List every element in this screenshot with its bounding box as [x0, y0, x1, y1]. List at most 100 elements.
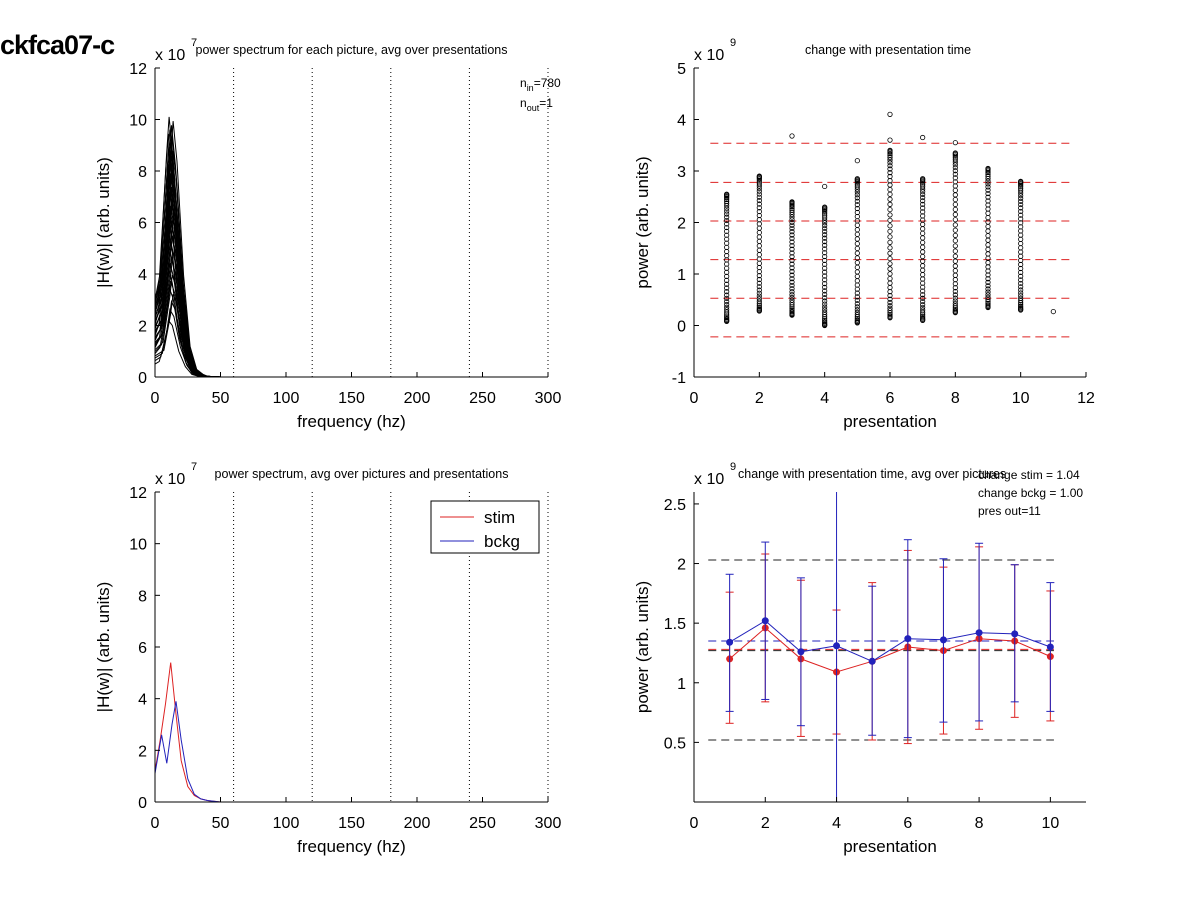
- spectrum-curve: [154, 225, 548, 378]
- data-point: [887, 212, 893, 218]
- data-point: [985, 237, 991, 243]
- data-point: [887, 228, 893, 234]
- outlier-point: [789, 133, 795, 139]
- data-point: [952, 157, 958, 163]
- data-point: [756, 208, 762, 215]
- data-point: [985, 194, 991, 200]
- data-point: [789, 307, 795, 314]
- data-point: [854, 269, 860, 275]
- spectrum-curve: [154, 201, 548, 378]
- data-point: [952, 164, 958, 171]
- data-point: [789, 300, 795, 306]
- data-point: [756, 188, 762, 194]
- data-point: [920, 304, 926, 311]
- data-point: [854, 227, 860, 233]
- data-point: [756, 225, 762, 231]
- data-point: [1050, 308, 1056, 315]
- data-point: [822, 204, 828, 210]
- data-point: [952, 268, 958, 274]
- data-point: [822, 277, 828, 283]
- x-tick-label: 50: [212, 815, 230, 832]
- spectrum-curve: [154, 173, 548, 378]
- data-point: [985, 184, 991, 190]
- data-point: [1018, 205, 1024, 211]
- x-tick-label: 250: [469, 815, 496, 832]
- data-point: [952, 285, 958, 291]
- axis-exponent-power: 7: [191, 37, 197, 49]
- data-point: [887, 163, 893, 169]
- data-point: [985, 283, 991, 289]
- data-point: [854, 189, 860, 195]
- x-tick-label: 4: [832, 815, 841, 832]
- data-point: [756, 194, 762, 200]
- data-point: [920, 315, 926, 321]
- data-point: [822, 228, 828, 235]
- data-point: [952, 206, 958, 213]
- data-point: [724, 208, 730, 214]
- data-point: [724, 301, 730, 308]
- data-point: [920, 176, 926, 182]
- x-tick-label: 300: [535, 815, 562, 832]
- spectrum-curve: [154, 205, 548, 378]
- data-point: [887, 250, 893, 256]
- y-tick-label: 2: [677, 216, 686, 233]
- data-point-bckg: [904, 635, 912, 643]
- spectrum-curve: [154, 155, 548, 378]
- data-point: [920, 263, 926, 269]
- data-point: [1018, 290, 1024, 296]
- data-point: [985, 223, 991, 230]
- data-point: [854, 264, 860, 270]
- data-point: [822, 222, 828, 229]
- spectrum-curve: [154, 177, 548, 378]
- data-point: [887, 245, 893, 251]
- data-point: [920, 309, 926, 315]
- spectrum-curve: [154, 257, 548, 378]
- data-point: [887, 296, 893, 302]
- data-point: [920, 235, 926, 241]
- data-point: [724, 298, 730, 305]
- data-point: [724, 228, 730, 234]
- annotation: nin=780: [520, 76, 561, 93]
- y-tick-label: -1: [672, 370, 686, 387]
- data-point: [952, 295, 958, 301]
- data-point: [920, 184, 926, 190]
- data-point-bckg: [726, 638, 734, 646]
- data-point: [1018, 178, 1024, 184]
- data-point: [822, 265, 828, 271]
- data-point: [789, 306, 795, 312]
- data-point: [822, 239, 828, 245]
- x-tick-label: 12: [1077, 390, 1095, 407]
- y-tick-label: 12: [129, 61, 147, 78]
- plot-spectrum-average: 0 50 100 150 200 250 300 0 2 4 6 8 10 12 frequency (hz…: [94, 461, 561, 856]
- data-point: [920, 221, 926, 227]
- data-point: [887, 217, 893, 223]
- spectrum-curve: [154, 133, 548, 378]
- data-point: [756, 256, 762, 262]
- y-axis-label: |H(w)| (arb. units): [94, 157, 113, 288]
- data-point: [724, 191, 730, 197]
- data-point: [789, 294, 795, 301]
- y-tick-label: 1.5: [664, 616, 686, 633]
- x-tick-label: 4: [820, 390, 829, 407]
- spectrum-curve: [154, 246, 548, 378]
- y-tick-label: 12: [129, 485, 147, 502]
- data-point: [724, 261, 730, 267]
- spectrum-curve: [154, 121, 548, 378]
- data-point: [985, 242, 991, 248]
- y-tick-label: 3: [677, 164, 686, 181]
- data-point: [822, 257, 828, 264]
- data-point: [756, 304, 762, 310]
- annotation: change bckg = 1.00: [978, 486, 1083, 500]
- data-point: [887, 170, 893, 176]
- spectrum-curve: [154, 116, 548, 378]
- outlier-point: [952, 140, 958, 146]
- data-point: [789, 232, 795, 238]
- data-point: [985, 300, 991, 306]
- data-point: [1018, 277, 1024, 283]
- data-point: [854, 205, 860, 212]
- data-point: [920, 198, 926, 204]
- data-point: [822, 307, 828, 313]
- spectrum-curve: [154, 251, 548, 378]
- data-point: [724, 232, 730, 238]
